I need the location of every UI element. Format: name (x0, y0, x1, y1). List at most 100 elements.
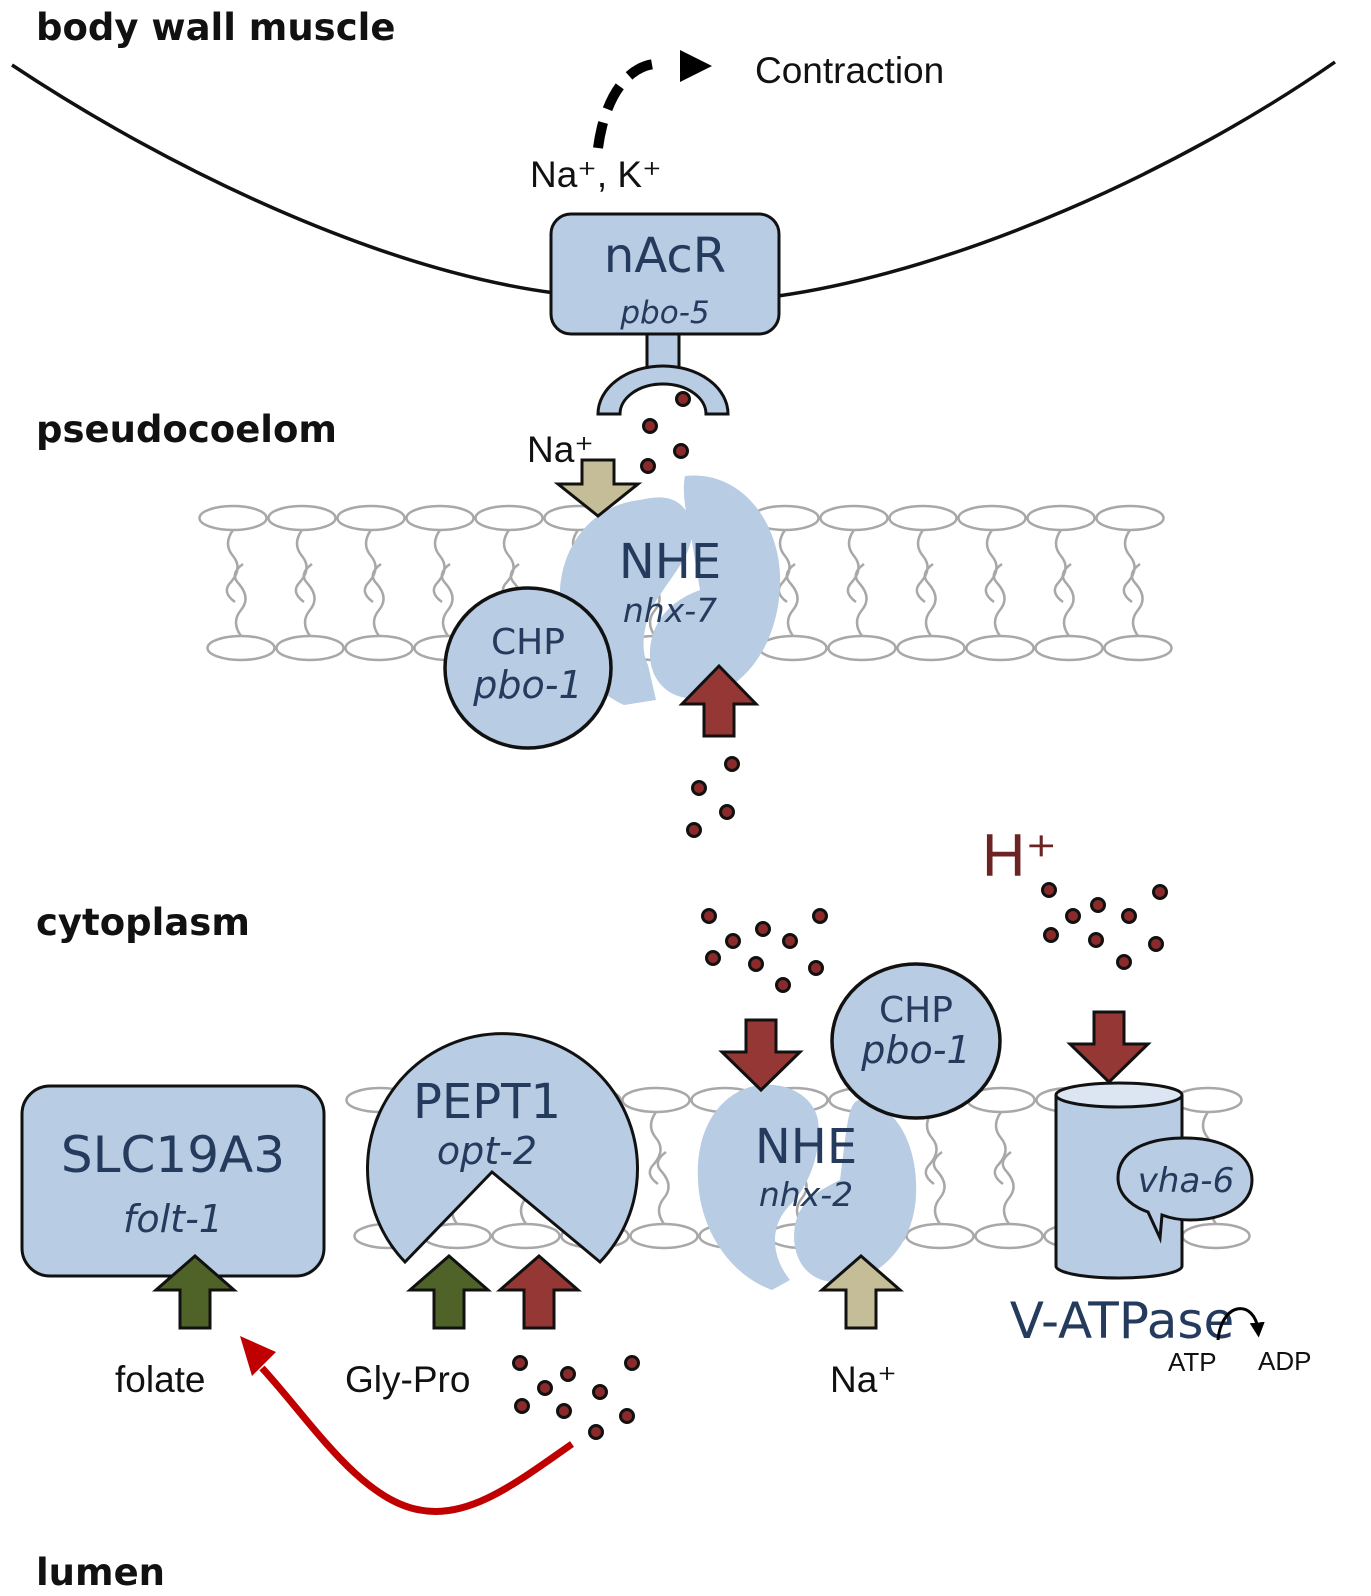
region-label-pseudocoelom: pseudocoelom (36, 408, 337, 451)
lipid-tail (1130, 562, 1144, 637)
proton-dot (775, 977, 791, 993)
lipid-head (1034, 634, 1104, 662)
lipid-tail (777, 529, 791, 604)
proton-dot (1148, 936, 1164, 952)
lipid-head (888, 504, 958, 532)
proton-dot (592, 1384, 608, 1400)
slc19a3-gene: folt-1 (123, 1197, 223, 1241)
lipid-tail (785, 562, 799, 637)
region-label-lumen: lumen (36, 1551, 165, 1594)
chp-bottom-name: CHP (879, 990, 953, 1031)
region-label-cytoplasm: cytoplasm (36, 901, 250, 944)
lipid-head (629, 1222, 699, 1250)
nhe-bottom-gene: nhx-2 (759, 1175, 853, 1214)
proton-dot (1041, 882, 1057, 898)
dashed-curve-arrow (593, 58, 666, 149)
lipid-head (1103, 634, 1173, 662)
proton-dot (514, 1398, 530, 1414)
lipid-tail (302, 562, 316, 637)
proton-dot (1152, 884, 1168, 900)
nhe-nhx-2: NHE nhx-2 (697, 1084, 917, 1290)
lipid-head (1026, 504, 1096, 532)
proton-arrow-pept1 (495, 1254, 583, 1330)
lipid-tail (984, 529, 998, 604)
proton-dot (560, 1366, 576, 1382)
nacr-name: nAcR (604, 228, 726, 284)
chp-top-body (443, 586, 613, 750)
proton-arrow-nhe-bottom (718, 1018, 804, 1093)
lipid-tail (993, 1111, 1007, 1186)
proton-dot (642, 418, 658, 434)
lipid-tail (1122, 529, 1136, 604)
proton-dot (675, 391, 691, 407)
lipid-tail (1053, 529, 1067, 604)
lipid-head (957, 504, 1027, 532)
lipid-tail (992, 562, 1006, 637)
nhe-top-right-lobe (649, 475, 781, 699)
vha-6-bubble (1116, 1136, 1254, 1244)
lipid-tail (225, 529, 239, 604)
nacr-binding-cup (596, 364, 730, 416)
contraction-label: Contraction (755, 50, 944, 91)
proton-dot (673, 443, 689, 459)
proton-dot (808, 960, 824, 976)
lipid-head (405, 504, 475, 532)
lipid-head (1173, 1086, 1243, 1114)
nhe-top-name: NHE (619, 534, 721, 590)
lipid-tail (1061, 562, 1075, 637)
lipid-head (819, 504, 889, 532)
nacr-gene: pbo-5 (619, 295, 709, 331)
proton-dot (719, 804, 735, 820)
chp-top-name: CHP (491, 622, 565, 663)
lipid-tail (854, 562, 868, 637)
pept1-gene: opt-2 (437, 1129, 537, 1173)
nhe-nhx-7: NHE nhx-7 (559, 475, 781, 705)
na-k-label: Na⁺, K⁺ (530, 154, 662, 195)
atp-label: ATP (1168, 1347, 1217, 1377)
lipid-tail (924, 1111, 938, 1186)
nhe-bottom-left-lobe (697, 1084, 819, 1290)
muscle-membrane-right (777, 60, 1337, 298)
v-atpase-label: V-ATPase (1010, 1292, 1234, 1350)
lipid-head (267, 504, 337, 532)
proton-dot (640, 458, 656, 474)
proton-dot (725, 933, 741, 949)
v-atpase: vha-6 V-ATPase (1010, 1081, 1254, 1350)
na-bottom-label: Na⁺ (830, 1359, 897, 1400)
proton-dot (705, 950, 721, 966)
muscle-membrane-left (11, 63, 556, 295)
slc19a3-folt-1: SLC19A3 folt-1 (20, 1084, 326, 1278)
lipid-tail (656, 1150, 670, 1225)
pept1-opt-2: PEPT1 opt-2 (366, 1032, 639, 1265)
proton-dot (537, 1380, 553, 1396)
lipid-head (1095, 504, 1165, 532)
lipid-tail (432, 529, 446, 604)
lipid-tail (648, 1111, 662, 1186)
proton-dot (782, 933, 798, 949)
lipid-head (965, 634, 1035, 662)
lipid-tail (1001, 1150, 1015, 1225)
proton-dot (724, 756, 740, 772)
lipid-head (621, 1086, 691, 1114)
lipid-head (1181, 1222, 1251, 1250)
folate-label: folate (115, 1359, 206, 1400)
lipid-head (905, 1222, 975, 1250)
h-plus-label: H⁺ (982, 822, 1057, 889)
proton-dot (686, 822, 702, 838)
slc19a3-name: SLC19A3 (61, 1126, 285, 1184)
lipid-tail (915, 529, 929, 604)
lipid-head (491, 1222, 561, 1250)
lipid-head (758, 634, 828, 662)
adp-label: ADP (1258, 1346, 1311, 1376)
region-label-body-wall-muscle: body wall muscle (36, 6, 395, 49)
nacr-stalk (645, 332, 681, 372)
folate-arrow (151, 1254, 239, 1330)
lipid-tail (371, 562, 385, 637)
gly-pro-label: Gly-Pro (345, 1359, 470, 1400)
chp-pbo-1-bottom: CHP pbo-1 (830, 962, 1002, 1120)
proton-dot (588, 1424, 604, 1440)
proton-dot (1121, 908, 1137, 924)
nhe-bottom-name: NHE (755, 1119, 857, 1175)
chp-top-gene: pbo-1 (472, 663, 582, 707)
